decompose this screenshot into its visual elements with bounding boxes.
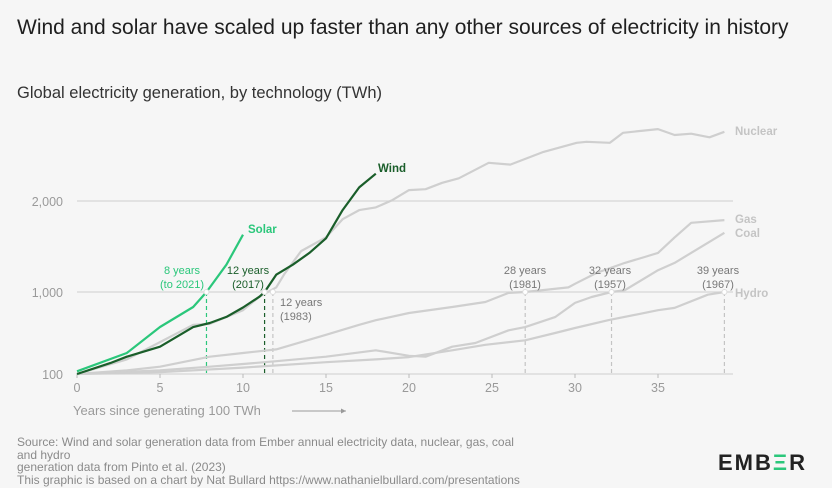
y-tick-label: 100 xyxy=(42,368,63,382)
annotation-label: 12 years xyxy=(280,297,323,309)
x-axis-arrowhead xyxy=(341,408,346,414)
source-line-2: generation data from Pinto et al. (2023) xyxy=(17,460,226,474)
series-line-gas xyxy=(76,219,725,376)
annotation-label: 28 years xyxy=(504,265,547,277)
y-tick-label: 1,000 xyxy=(32,286,63,300)
series-line-coal xyxy=(76,231,725,376)
series-line-wind xyxy=(76,172,377,376)
annotation-marker xyxy=(261,289,268,295)
x-tick-label: 15 xyxy=(319,381,333,395)
x-axis-label: Years since generating 100 TWh xyxy=(73,403,261,418)
credit-line: This graphic is based on a chart by Nat … xyxy=(17,472,520,487)
annotation-label: 8 years xyxy=(164,265,201,277)
series-line-solar xyxy=(76,234,244,373)
series-label-solar: Solar xyxy=(248,224,277,236)
annotation-marker xyxy=(269,289,276,295)
source-note: Source: Wind and solar generation data f… xyxy=(17,436,537,486)
x-tick-label: 5 xyxy=(157,381,164,395)
annotation-label: 32 years xyxy=(589,265,632,277)
annotation-marker xyxy=(608,289,615,295)
series-label-gas: Gas xyxy=(735,214,757,226)
annotation-label: (1983) xyxy=(280,311,312,323)
annotation-label: (2017) xyxy=(232,279,264,291)
series-label-hydro: Hydro xyxy=(735,288,768,300)
source-line-1: Source: Wind and solar generation data f… xyxy=(17,435,514,462)
annotation-label: (1981) xyxy=(509,279,541,291)
annotation-label: 39 years xyxy=(697,265,740,277)
annotation-label: (to 2021) xyxy=(160,279,204,291)
series-line-nuclear xyxy=(76,128,725,376)
series-label-wind: Wind xyxy=(378,163,406,175)
series-line-hydro xyxy=(76,290,725,376)
x-tick-label: 30 xyxy=(568,381,582,395)
annotation-marker xyxy=(203,289,210,295)
series-label-coal: Coal xyxy=(735,228,760,240)
ember-logo: EMBΞR xyxy=(718,450,807,475)
x-tick-label: 20 xyxy=(402,381,416,395)
chart-subtitle: Global electricity generation, by techno… xyxy=(17,84,382,102)
chart-title: Wind and solar have scaled up faster tha… xyxy=(17,16,789,39)
x-tick-label: 25 xyxy=(485,381,499,395)
x-tick-label: 0 xyxy=(74,381,81,395)
series-label-nuclear: Nuclear xyxy=(735,126,778,138)
x-tick-label: 35 xyxy=(651,381,665,395)
annotation-marker xyxy=(721,289,728,295)
y-tick-label: 2,000 xyxy=(32,195,63,209)
annotation-marker xyxy=(522,289,529,295)
annotation-label: (1957) xyxy=(594,279,626,291)
annotation-label: (1967) xyxy=(702,279,734,291)
x-tick-label: 10 xyxy=(236,381,250,395)
annotation-label: 12 years xyxy=(227,265,270,277)
